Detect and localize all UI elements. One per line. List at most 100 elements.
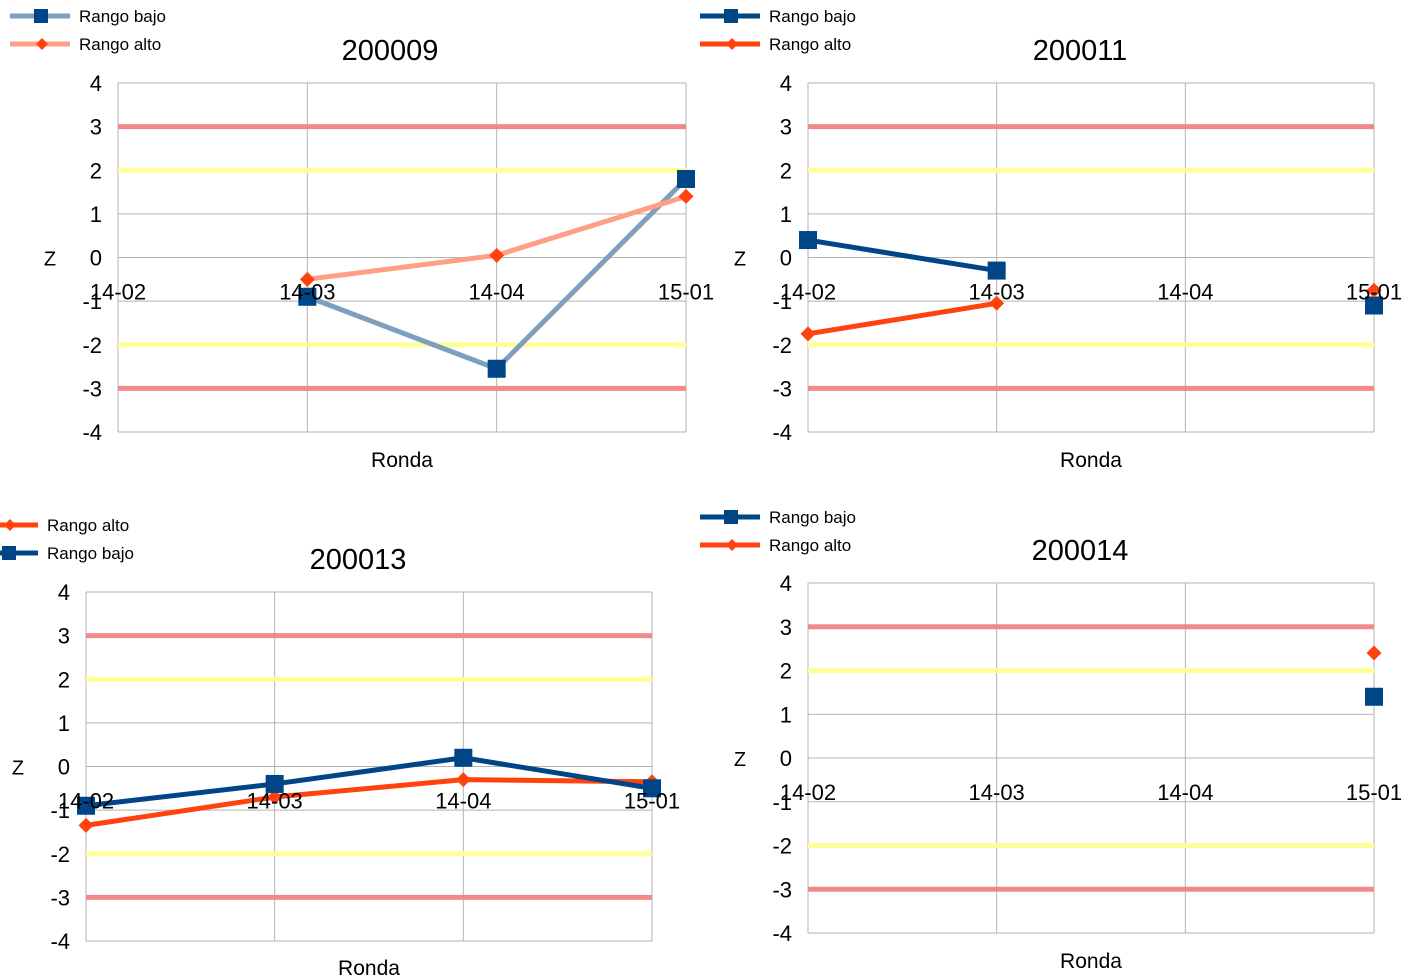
x-axis-label: Ronda (371, 449, 433, 472)
data-point-rango-alto (489, 247, 505, 263)
chart-title: 200014 (1032, 535, 1129, 567)
x-tick-label: 15-01 (658, 280, 714, 305)
y-tick-label: -3 (772, 376, 792, 401)
y-tick-label: 3 (780, 615, 792, 640)
legend: Rango alto Rango bajo (0, 516, 134, 563)
data-point-rango-bajo (987, 261, 1006, 280)
x-tick-label: 14-03 (969, 780, 1025, 805)
legend-marker-diamond (726, 38, 738, 50)
chart-title: 200009 (342, 35, 439, 67)
data-point-rango-bajo (1365, 687, 1383, 706)
y-tick-label: 4 (780, 571, 792, 596)
legend-label: Rango bajo (79, 7, 166, 26)
x-tick-label: 14-03 (247, 789, 303, 814)
y-tick-label: -1 (772, 289, 792, 314)
y-tick-label: 0 (90, 246, 102, 271)
legend-label: Rango bajo (769, 508, 856, 527)
legend-label: Rango alto (79, 35, 161, 54)
y-tick-label: 4 (90, 71, 102, 96)
chart-title: 200013 (310, 544, 407, 576)
y-axis-label: Z (44, 249, 56, 271)
legend-label: Rango alto (769, 536, 851, 555)
chart-200014: 4 3 2 1 0 -1 -2 -3 -4 14-02 14-03 14-04 15-01 Z Ronda 2… (700, 508, 1402, 973)
x-tick-label: 14-02 (780, 280, 836, 305)
y-tick-label: 0 (780, 246, 792, 271)
y-tick-label: -2 (50, 842, 70, 867)
y-tick-label: 1 (90, 202, 102, 227)
x-tick-label: 14-03 (969, 280, 1025, 305)
data-point-rango-alto (78, 817, 94, 833)
x-tick-label: 14-04 (1157, 780, 1213, 805)
y-tick-label: -2 (772, 333, 792, 358)
y-tick-label: 3 (58, 624, 70, 649)
y-axis-label: Z (734, 749, 746, 771)
data-point-rango-alto (455, 772, 471, 788)
y-tick-label: 3 (780, 115, 792, 140)
y-tick-label: 1 (780, 702, 792, 727)
series-line-rango-bajo (85, 755, 653, 809)
data-point-rango-alto (800, 326, 816, 342)
y-tick-label: -4 (772, 420, 792, 445)
x-tick-label: 15-01 (624, 789, 680, 814)
y-tick-label: 2 (58, 667, 70, 692)
y-tick-label: -3 (82, 376, 102, 401)
y-tick-label: 1 (58, 711, 70, 736)
legend: Rango bajo Rango alto (700, 7, 856, 54)
y-tick-label: -1 (50, 798, 70, 823)
y-tick-label: -1 (772, 790, 792, 815)
data-point-rango-bajo (454, 748, 473, 767)
legend: Rango bajo Rango alto (700, 508, 856, 555)
x-tick-label: 14-04 (1157, 280, 1213, 305)
data-point-rango-bajo (487, 359, 506, 378)
x-tick-label: 14-04 (469, 280, 525, 305)
data-point-rango-alto (299, 271, 315, 287)
y-tick-label: 0 (58, 755, 70, 780)
legend-marker-diamond (4, 519, 16, 531)
y-tick-label: -3 (772, 877, 792, 902)
chart-title: 200011 (1033, 35, 1128, 67)
data-point-rango-bajo (643, 779, 661, 798)
data-point-rango-alto (678, 188, 694, 204)
y-tick-label: 0 (780, 746, 792, 771)
legend-marker-diamond (36, 38, 48, 50)
x-axis-label: Ronda (338, 957, 400, 980)
x-axis-label: Ronda (1060, 950, 1122, 973)
legend-label: Rango alto (47, 516, 129, 535)
y-tick-label: 4 (58, 580, 70, 605)
y-tick-label: 2 (90, 158, 102, 183)
data-point-rango-bajo (1365, 296, 1383, 315)
x-tick-label: 14-03 (279, 280, 335, 305)
y-tick-label: 3 (90, 115, 102, 140)
y-tick-label: 1 (780, 202, 792, 227)
data-point-rango-alto (989, 295, 1005, 311)
legend-label: Rango alto (769, 35, 851, 54)
series-line-rango-bajo (807, 237, 998, 274)
x-tick-label: 15-01 (1346, 780, 1402, 805)
legend-marker-square (724, 510, 738, 524)
y-tick-label: -2 (82, 333, 102, 358)
legend-label: Rango bajo (769, 7, 856, 26)
x-tick-label: 15-01 (1346, 280, 1402, 305)
y-tick-label: -4 (50, 929, 70, 954)
data-point-rango-bajo (799, 231, 817, 250)
data-point-rango-alto (1366, 645, 1382, 661)
y-tick-label: -3 (50, 885, 70, 910)
y-tick-label: 2 (780, 659, 792, 684)
data-point-rango-alto (1366, 282, 1382, 298)
chart-200011: 4 3 2 1 0 -1 -2 -3 -4 14-02 14-03 14-04 15-01 Z Ronda 2… (700, 7, 1402, 472)
y-tick-label: -2 (772, 834, 792, 859)
data-point-rango-alto (267, 789, 283, 805)
legend-marker-diamond (726, 539, 738, 551)
y-tick-label: -4 (772, 921, 792, 946)
x-axis-label: Ronda (1060, 449, 1122, 472)
chart-200013: 4 3 2 1 0 -1 -2 -3 -4 14-02 14-03 14-04 15-01 Z Ronda 2… (0, 516, 680, 980)
y-tick-label: -4 (82, 420, 102, 445)
y-axis-label: Z (12, 758, 24, 780)
x-tick-label: 14-02 (58, 789, 114, 814)
y-tick-label: 4 (780, 71, 792, 96)
legend-label: Rango bajo (47, 544, 134, 563)
legend: Rango bajo Rango alto (10, 7, 166, 54)
y-tick-label: -1 (82, 289, 102, 314)
series-line-rango-alto (807, 300, 998, 337)
series-line-rango-alto (85, 777, 653, 828)
